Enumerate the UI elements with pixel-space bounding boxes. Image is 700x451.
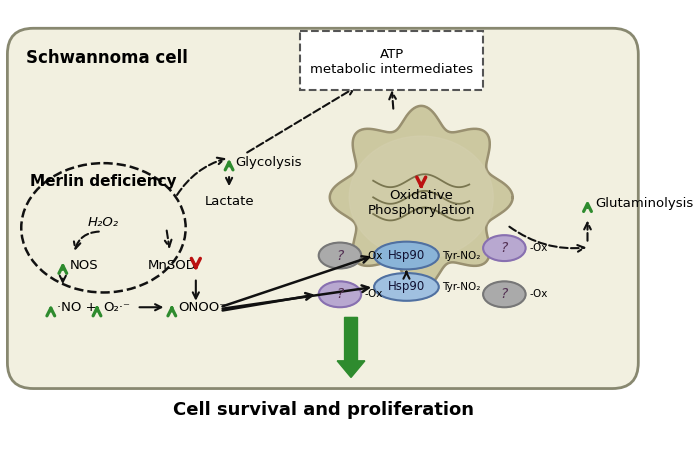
Polygon shape: [330, 106, 512, 289]
Text: ?: ?: [500, 241, 508, 255]
Text: Hsp90: Hsp90: [388, 249, 425, 262]
Text: Oxidative
Phosphorylation: Oxidative Phosphorylation: [368, 189, 475, 217]
Text: ?: ?: [336, 287, 344, 301]
Ellipse shape: [374, 273, 439, 301]
Text: ONOO⁻: ONOO⁻: [178, 301, 227, 314]
Text: Glycolysis: Glycolysis: [236, 156, 302, 169]
Text: ATP
metabolic intermediates: ATP metabolic intermediates: [310, 47, 473, 75]
Text: H₂O₂: H₂O₂: [88, 216, 119, 229]
Ellipse shape: [483, 281, 526, 307]
Text: Glutaminolysis: Glutaminolysis: [595, 197, 693, 210]
Text: -Ox: -Ox: [365, 250, 384, 261]
Text: Schwannoma cell: Schwannoma cell: [26, 49, 188, 67]
Ellipse shape: [483, 235, 526, 261]
Ellipse shape: [318, 281, 361, 307]
Text: ·NO +: ·NO +: [57, 301, 101, 314]
Text: -Ox: -Ox: [529, 290, 547, 299]
FancyBboxPatch shape: [300, 31, 483, 90]
Text: ?: ?: [336, 249, 344, 262]
Text: Hsp90: Hsp90: [388, 281, 425, 294]
Ellipse shape: [349, 136, 494, 258]
Text: Tyr-NO₂: Tyr-NO₂: [442, 250, 481, 261]
Text: -Ox: -Ox: [365, 290, 384, 299]
Text: Lactate: Lactate: [204, 195, 254, 208]
Text: -Ox: -Ox: [529, 243, 547, 253]
Text: NOS: NOS: [69, 259, 98, 272]
Text: Cell survival and proliferation: Cell survival and proliferation: [173, 401, 474, 419]
Text: Merlin deficiency: Merlin deficiency: [30, 174, 177, 189]
FancyArrow shape: [337, 318, 365, 377]
Text: ?: ?: [500, 287, 508, 301]
FancyBboxPatch shape: [8, 28, 638, 389]
Text: O₂·⁻: O₂·⁻: [104, 301, 130, 314]
Ellipse shape: [318, 243, 361, 268]
Text: MnSOD: MnSOD: [148, 259, 197, 272]
Text: Tyr-NO₂: Tyr-NO₂: [442, 282, 481, 292]
Ellipse shape: [374, 242, 439, 269]
